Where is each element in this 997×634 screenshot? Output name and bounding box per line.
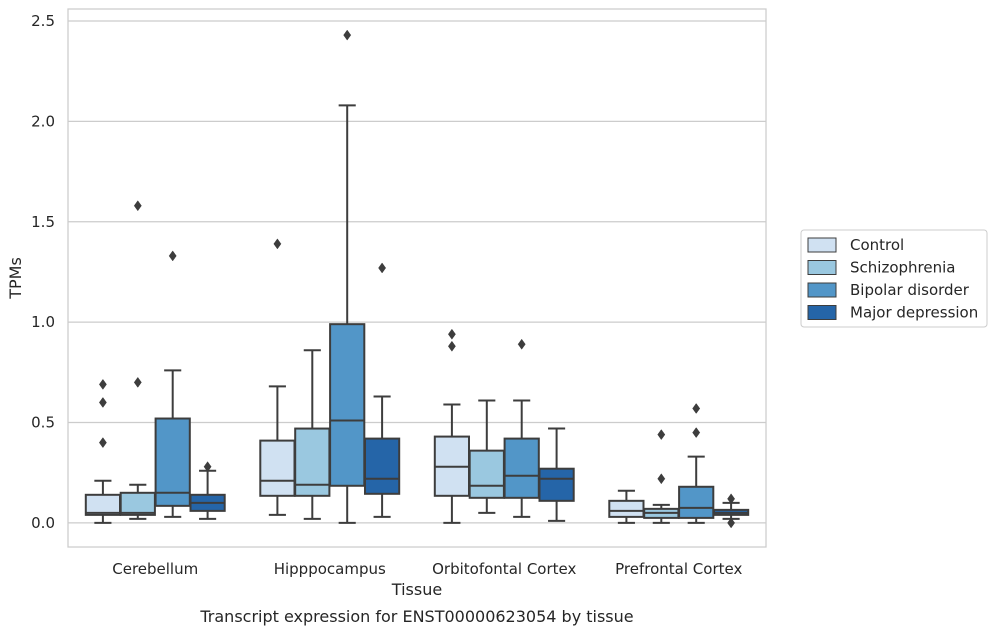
box-0-0 <box>84 378 122 524</box>
outlier-point <box>692 403 701 414</box>
box-body <box>329 323 366 487</box>
x-tick-label: Prefrontal Cortex <box>615 560 742 578</box>
y-tick-label: 2.0 <box>31 112 55 130</box>
y-axis-label: TPMs <box>6 257 25 300</box>
box-body <box>608 499 645 518</box>
outlier-point <box>517 338 526 350</box>
outlier-point <box>378 262 387 274</box>
x-axis-label: Tissue <box>391 580 442 599</box>
outlier-point <box>447 328 456 340</box>
outlier-point <box>98 397 107 408</box>
x-tick-label: Orbitofontal Cortex <box>432 560 576 578</box>
box-body <box>503 437 540 499</box>
plot-area-frame <box>67 8 767 548</box>
box-2-2 <box>503 338 540 518</box>
outlier-point <box>273 238 282 250</box>
x-tick-labels: Cerebellum Hipppocampus Orbitofontal Corte… <box>112 560 742 578</box>
y-tick-label: 0.0 <box>31 514 55 532</box>
legend-swatch <box>807 237 837 253</box>
outlier-point <box>727 517 736 529</box>
y-tick-label: 1.5 <box>31 213 55 231</box>
box-body <box>84 493 122 516</box>
outlier-point <box>168 250 177 262</box>
outlier-point <box>447 340 456 352</box>
outlier-point <box>98 437 107 449</box>
box-0-3 <box>189 461 226 520</box>
box-1-3 <box>363 262 401 518</box>
legend-label: Bipolar disorder <box>850 281 970 299</box>
legend-swatch <box>807 282 837 298</box>
box-3-2 <box>678 403 715 524</box>
box-body <box>468 449 505 499</box>
legend: Control Schizophrenia Bipolar disorder Majo… <box>800 229 988 328</box>
outlier-point <box>133 376 142 388</box>
box-1-2 <box>329 29 366 524</box>
box-groups <box>84 29 750 529</box>
box-body <box>259 439 296 497</box>
box-1-1 <box>294 349 331 520</box>
outlier-point <box>98 378 107 390</box>
outlier-point <box>657 473 666 485</box>
box-0-1 <box>119 200 156 520</box>
box-2-0 <box>433 328 471 524</box>
box-0-2 <box>154 250 191 518</box>
box-body <box>363 437 401 495</box>
outlier-point <box>692 427 701 439</box>
box-3-0 <box>608 489 645 524</box>
legend-swatch <box>807 260 837 275</box>
outlier-point <box>343 29 352 41</box>
box-1-0 <box>259 238 296 516</box>
y-tick-label: 1.0 <box>31 313 55 331</box>
box-2-3 <box>538 427 575 522</box>
box-body <box>678 485 715 519</box>
box-3-1 <box>643 429 680 524</box>
legend-label: Control <box>850 236 904 254</box>
box-2-1 <box>468 399 505 514</box>
y-tick-label: 0.5 <box>31 414 55 432</box>
chart-caption: Transcript expression for ENST0000062305… <box>199 607 633 626</box>
outlier-point <box>203 461 212 473</box>
x-tick-label: Cerebellum <box>112 560 198 578</box>
outlier-point <box>657 429 666 441</box>
box-3-3 <box>712 493 750 529</box>
box-body <box>119 491 156 516</box>
y-tick-labels: 0.0 0.5 1.0 1.5 2.0 2.5 <box>31 12 55 532</box>
x-tick-label: Hipppocampus <box>274 560 386 578</box>
outlier-point <box>727 493 736 505</box>
legend-frame <box>800 229 988 328</box>
legend-label: Schizophrenia <box>850 259 955 277</box>
box-body <box>154 417 191 507</box>
outlier-point <box>133 200 142 212</box>
legend-label: Major depression <box>850 304 978 322</box>
y-tick-label: 2.5 <box>31 12 55 30</box>
box-body <box>538 467 575 502</box>
legend-swatch <box>807 305 837 320</box>
